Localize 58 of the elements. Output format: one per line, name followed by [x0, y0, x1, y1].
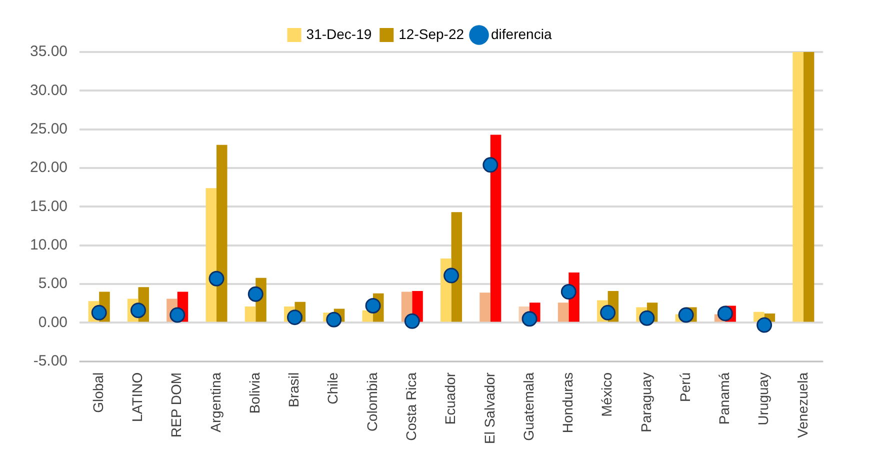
x-tick-label: Global: [90, 372, 106, 413]
point: [170, 307, 186, 323]
point: [678, 307, 694, 323]
x-tick-label: Argentina: [207, 372, 224, 432]
legend-label: 12-Sep-22: [398, 26, 464, 42]
x-tick-label: Brasil: [286, 372, 302, 408]
bar: [216, 144, 228, 322]
x-tick-label: Bolivia: [246, 372, 262, 414]
legend-label: 31-Dec-19: [306, 26, 372, 42]
point: [404, 313, 420, 329]
point: [560, 284, 576, 300]
point: [130, 302, 146, 318]
point: [717, 306, 733, 322]
point: [600, 304, 616, 320]
x-tick-label: Chile: [324, 372, 341, 404]
y-tick-label: 30.00: [30, 82, 68, 99]
x-tick-label: Paraguay: [638, 372, 654, 432]
x-tick-label: México: [598, 372, 615, 417]
bar: [792, 52, 804, 322]
y-tick-label: 15.00: [30, 198, 68, 215]
x-tick-label: LATINO: [129, 372, 146, 422]
x-tick-label: Venezuela: [794, 372, 810, 438]
y-tick-label: 10.00: [30, 236, 68, 254]
point: [444, 268, 460, 284]
y-tick-label: -5.00: [33, 352, 68, 370]
point: [208, 270, 224, 286]
y-tick-label: 25.00: [30, 120, 68, 138]
bar: [480, 292, 490, 322]
x-tick-label: Honduras: [560, 372, 576, 434]
point: [287, 310, 302, 326]
bar: [803, 52, 814, 322]
x-tick-label: Colombia: [364, 372, 380, 432]
point: [639, 310, 655, 326]
x-tick-label: Ecuador: [442, 372, 458, 425]
y-tick-label: 5.00: [38, 275, 68, 292]
point: [482, 157, 498, 173]
y-tick-label: 35.00: [30, 43, 68, 60]
x-tick-label: El Salvador: [481, 372, 498, 444]
y-tick-label: 20.00: [30, 159, 68, 176]
y-tick-label: 0.00: [38, 314, 68, 331]
point: [756, 317, 772, 333]
x-tick-label: REP DOM: [168, 372, 184, 438]
bar: [558, 302, 569, 322]
point: [326, 312, 342, 328]
x-tick-label: Costa Rica: [403, 372, 419, 441]
point: [91, 304, 107, 320]
bar: [451, 212, 462, 322]
legend-label: diferencia: [491, 26, 552, 42]
x-tick-label: Guatemala: [520, 372, 536, 441]
point: [522, 311, 538, 327]
x-tick-label: Panamá: [716, 372, 732, 425]
x-tick-label: Uruguay: [755, 372, 772, 426]
bar: [490, 134, 502, 322]
x-tick-label: Perú: [676, 372, 693, 402]
bar: [206, 188, 216, 322]
point: [248, 286, 264, 302]
bar: [244, 306, 256, 322]
point: [365, 298, 381, 314]
